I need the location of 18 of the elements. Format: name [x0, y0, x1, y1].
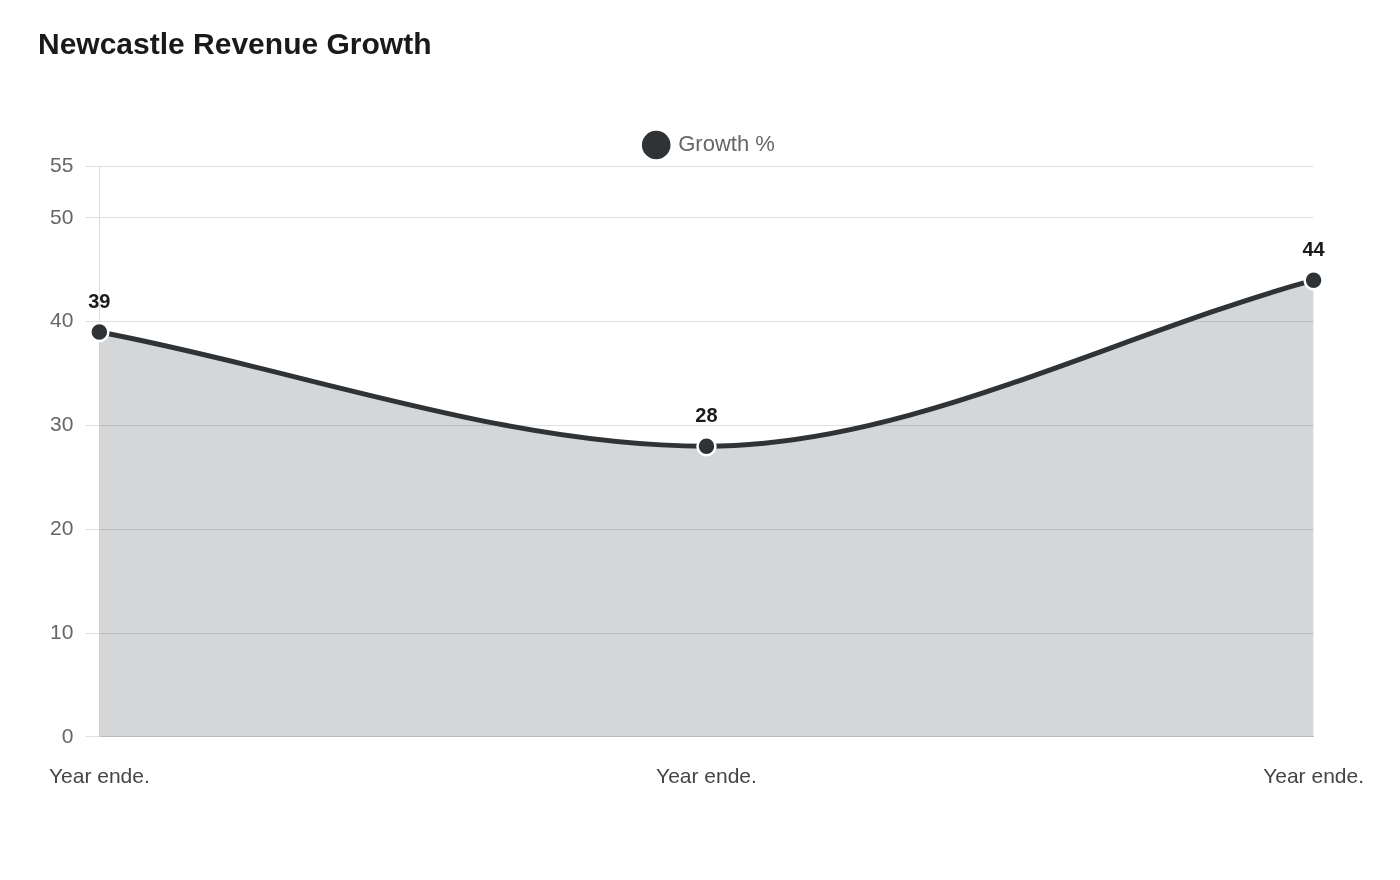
x-tick-label: Year ende. [48, 764, 150, 788]
y-tick-label: 0 [61, 723, 74, 747]
legend-label: Growth % [678, 131, 775, 157]
y-tick-label: 55 [50, 152, 74, 176]
point [1303, 269, 1324, 291]
point [696, 435, 717, 457]
point [89, 321, 110, 343]
y-tick-label: 10 [50, 619, 74, 643]
data-label: 44 [1302, 237, 1326, 260]
y-tick-label: 50 [50, 204, 74, 228]
data-label: 39 [88, 289, 111, 312]
x-tick-label: Year ende. [656, 764, 757, 788]
chart-title: Newcastle Revenue Growth [38, 27, 432, 61]
data-label: 28 [695, 403, 718, 426]
y-tick-label: 40 [50, 308, 74, 332]
x-tick-label: Year ende. [1263, 764, 1365, 788]
y-tick-label: 30 [50, 412, 74, 436]
y-tick-label: 20 [50, 516, 74, 540]
